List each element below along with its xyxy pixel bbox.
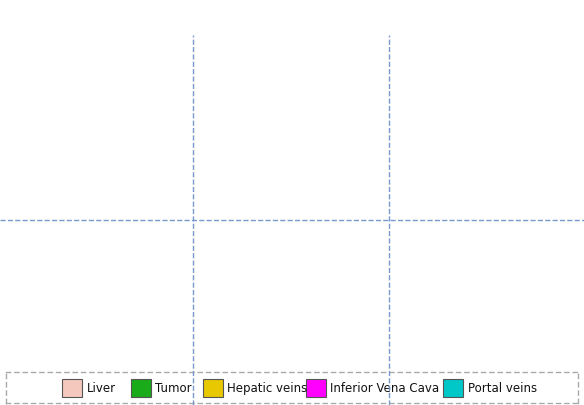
Text: Hepatic veins: Hepatic veins: [227, 382, 308, 394]
FancyBboxPatch shape: [203, 379, 223, 397]
FancyBboxPatch shape: [443, 379, 463, 397]
FancyBboxPatch shape: [131, 379, 151, 397]
Text: Portal veins: Portal veins: [468, 382, 537, 394]
FancyBboxPatch shape: [62, 379, 82, 397]
FancyBboxPatch shape: [306, 379, 326, 397]
Text: Inferior Vena Cava: Inferior Vena Cava: [331, 382, 440, 394]
Text: Liver: Liver: [86, 382, 116, 394]
Text: Tumor: Tumor: [155, 382, 192, 394]
